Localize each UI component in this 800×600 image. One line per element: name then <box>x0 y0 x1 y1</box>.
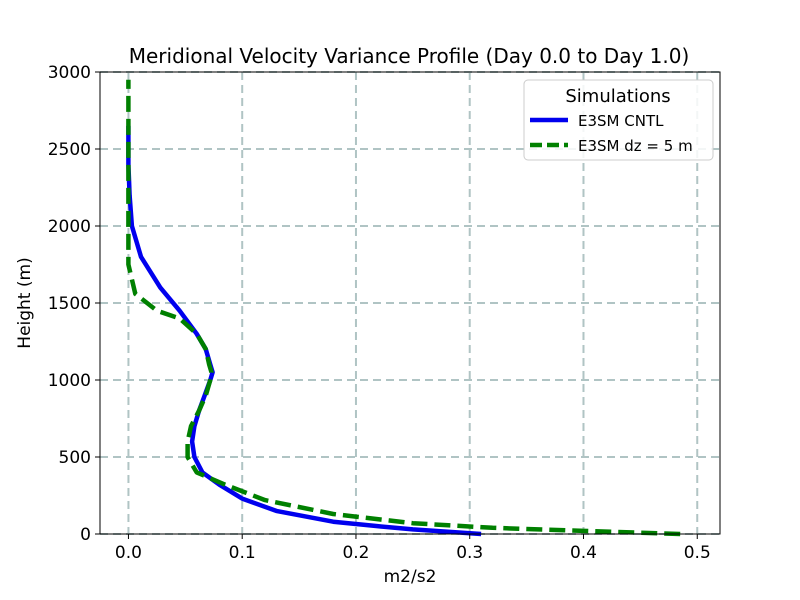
x-axis-label: m2/s2 <box>384 567 437 587</box>
x-tick-label: 0.3 <box>456 543 483 563</box>
y-axis-ticks: 0 500 1000 1500 2000 2500 3000 <box>48 63 100 545</box>
y-tick-label: 2000 <box>48 217 91 237</box>
chart-title: Meridional Velocity Variance Profile (Da… <box>129 44 690 68</box>
x-tick-label: 0.0 <box>115 543 142 563</box>
x-axis-ticks: 0.0 0.1 0.2 0.3 0.4 0.5 <box>115 534 711 563</box>
legend-box <box>523 79 714 161</box>
y-tick-label: 1500 <box>48 294 91 314</box>
y-axis-label: Height (m) <box>15 257 35 348</box>
legend-title: Simulations <box>565 86 670 107</box>
legend-label-dz5: E3SM dz = 5 m <box>578 137 693 155</box>
legend: Simulations E3SM CNTL E3SM dz = 5 m <box>523 79 714 161</box>
y-tick-label: 500 <box>59 448 91 468</box>
y-tick-label: 3000 <box>48 63 91 83</box>
series-line-dz5 <box>126 79 681 537</box>
legend-label-cntl: E3SM CNTL <box>578 112 664 130</box>
grid <box>100 71 720 535</box>
plot-lines <box>126 79 681 537</box>
x-tick-label: 0.5 <box>684 543 711 563</box>
series-line-cntl <box>126 125 482 537</box>
y-tick-label: 0 <box>80 525 91 545</box>
x-tick-label: 0.2 <box>342 543 369 563</box>
y-tick-label: 1000 <box>48 371 91 391</box>
x-tick-label: 0.1 <box>229 543 256 563</box>
x-tick-label: 0.4 <box>570 543 597 563</box>
y-tick-label: 2500 <box>48 140 91 160</box>
